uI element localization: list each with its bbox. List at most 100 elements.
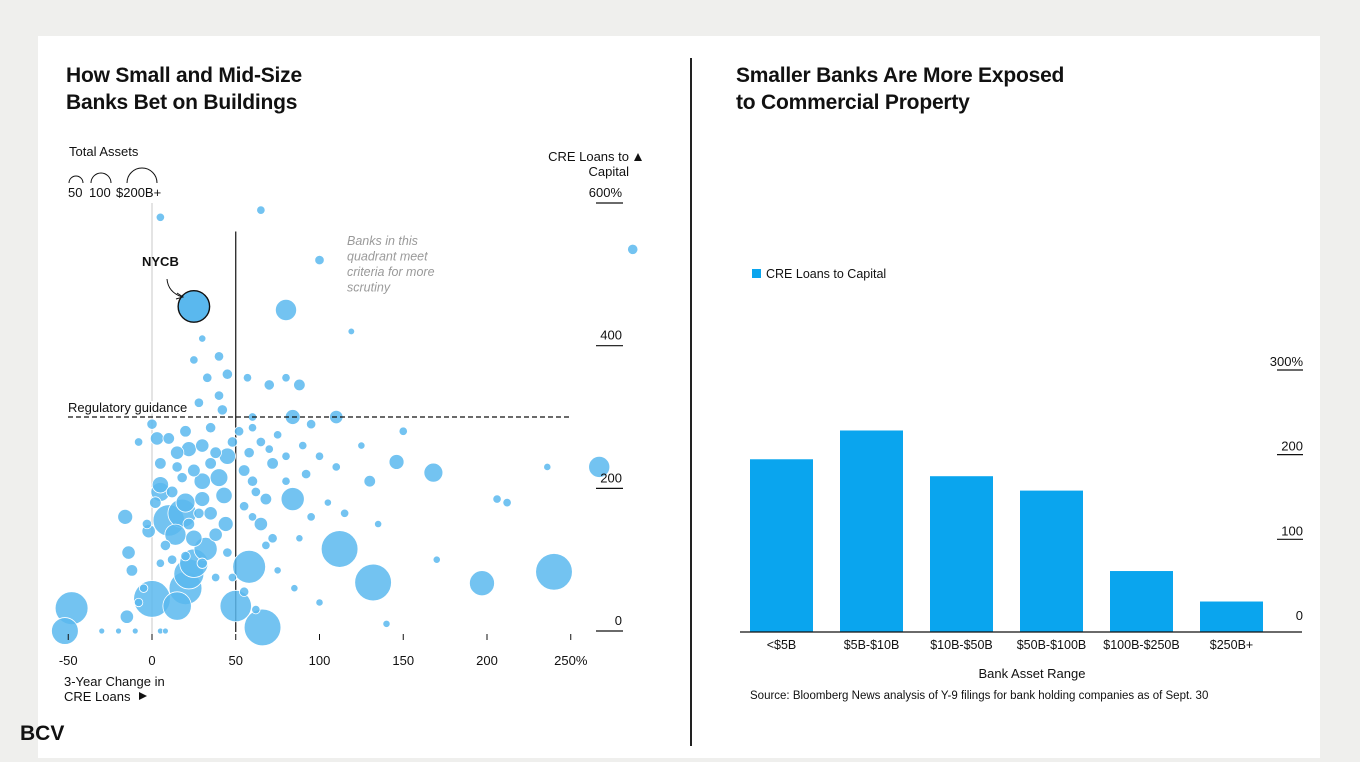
bank-point [195,438,210,453]
bank-point [432,555,441,564]
x-tick-label: 150 [392,653,414,668]
bank-point [204,457,217,470]
bank-point [219,589,252,623]
size-legend-title: Total Assets [69,144,139,159]
bank-point [159,539,171,552]
bank-point [221,368,233,380]
bank-point [161,627,169,635]
bank-point [320,530,359,568]
bank-point [194,491,211,507]
bank-point [255,436,267,448]
size-legend-label: $200B+ [116,185,161,200]
bank-point [280,487,305,512]
panel-divider [690,58,692,746]
bank-point [273,566,282,575]
bank-point [588,455,611,478]
bank-point [216,404,228,416]
bank-point [189,355,199,365]
bank-point [272,430,283,440]
bank-point [281,476,291,486]
bank-point [259,492,273,506]
bank-point [51,617,79,645]
bank-point [222,547,233,558]
size-legend-circle-medium [90,172,112,184]
scatter-axes: NYCB Regulatory guidance Banks in this quad… [59,149,642,704]
bank-point [227,572,238,583]
bank-point [193,472,211,490]
bank-point [149,496,162,509]
bank-point [117,508,134,525]
bank-point [281,373,291,383]
x-tick-label: 50 [229,653,243,668]
bank-point [247,512,258,522]
bank-point [208,527,223,542]
bank-point [331,462,341,472]
bank-point [363,474,376,488]
bank-point [253,516,268,532]
nycb-arrow-head [175,292,185,300]
quadrant-note-line: scrutiny [347,281,391,295]
bank-point [339,508,350,518]
bank-point [388,454,405,470]
bank-point [165,485,179,499]
bank-point [226,436,238,448]
size-legend-circle-small [68,175,84,184]
bank-point [374,519,383,529]
bank-point [193,397,205,408]
bank-point [141,518,153,530]
regulatory-guidance-label: Regulatory guidance [68,400,187,415]
bank-point [211,572,221,583]
bank-point [154,457,167,470]
right-title-line-2: to Commercial Property [736,91,970,114]
x-tick-label: 250% [554,653,588,668]
bank-point [213,351,225,362]
y-axis-label-line-1: CRE Loans to [548,149,629,164]
bank-point [205,422,217,434]
bank-point [290,584,299,593]
bank-point [267,533,278,544]
y-tick-label: 600% [589,185,623,200]
bank-point [357,441,366,450]
bank-point [306,512,316,522]
size-legend-label: 50 [68,185,82,200]
y-tick-label: 400 [600,328,622,343]
bank-point [98,627,106,635]
bank-point [314,451,325,461]
bank-point [119,609,134,624]
quadrant-note-line: Banks in this [347,234,418,248]
bank-point [170,445,185,460]
bank-point [203,506,218,521]
bank-point [502,497,512,508]
bank-point [115,627,122,635]
bank-point [233,426,245,437]
bank-point [185,529,203,547]
up-arrow-icon [634,153,642,161]
x-axis-label-line-1: 3-Year Change in [64,674,165,689]
bank-point [256,205,266,215]
size-legend: Total Assets 50 100 $200B+ [68,144,161,200]
y-axis-label-line-2: Capital [589,164,630,179]
bank-point [180,550,191,562]
bank-point [162,432,175,445]
x-axis-label-line-2: CRE Loans [64,689,131,704]
bank-point [627,243,639,255]
bank-point [263,379,275,391]
bank-point [274,299,298,322]
bank-point [250,486,261,498]
nycb-point [177,290,211,323]
size-legend-label: 100 [89,185,111,200]
x-tick-label: 200 [476,653,498,668]
bank-point [354,563,392,602]
bank-point [125,564,139,577]
size-legend-circle-large [126,167,158,184]
y-tick-label: 200 [600,470,622,485]
bank-point [323,498,332,507]
bank-point [155,558,166,568]
bank-point [218,447,236,465]
bank-point [215,486,233,505]
bank-point [193,507,205,519]
y-tick-label: 0 [615,613,622,628]
bank-point [469,570,495,597]
left-title-line-1: How Small and Mid-Size [66,64,302,87]
